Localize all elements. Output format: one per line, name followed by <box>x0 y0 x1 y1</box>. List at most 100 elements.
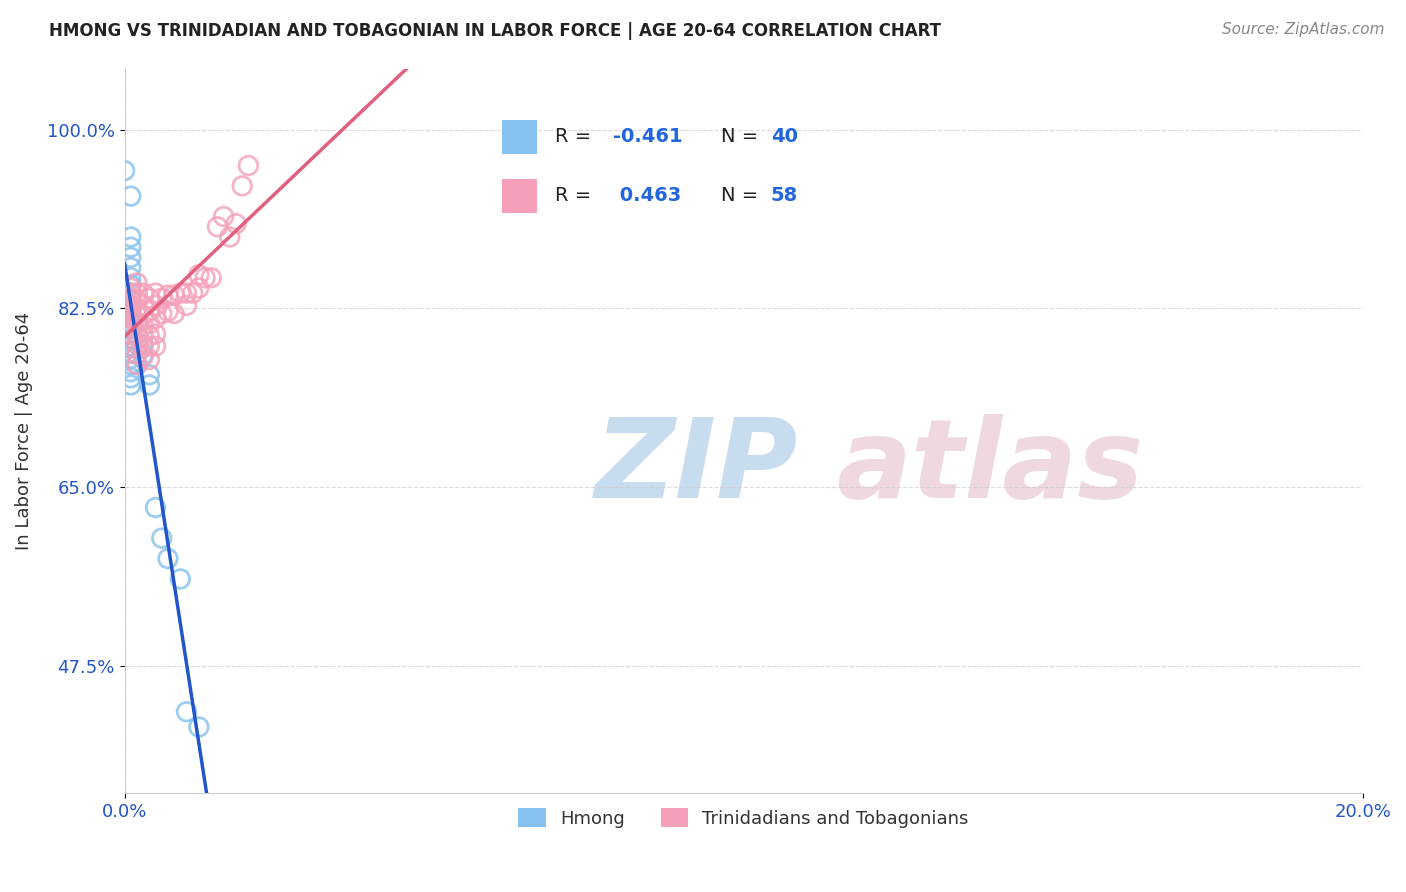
Point <box>120 317 142 331</box>
Point <box>132 339 155 353</box>
Point <box>132 298 155 312</box>
Point <box>120 326 142 341</box>
Point <box>120 301 142 315</box>
Point <box>120 240 142 254</box>
Point <box>150 531 173 545</box>
Point <box>176 705 198 719</box>
Point <box>120 378 142 392</box>
Point <box>169 572 191 586</box>
Point <box>187 720 209 734</box>
Point <box>120 286 142 301</box>
Point <box>120 260 142 275</box>
Point <box>120 318 142 333</box>
Point <box>120 306 142 320</box>
Point <box>120 311 142 326</box>
Point <box>120 189 142 203</box>
Point <box>145 339 167 353</box>
Point <box>114 306 136 320</box>
Point <box>200 270 222 285</box>
Point <box>138 291 160 305</box>
Point <box>120 332 142 346</box>
Text: ZIP: ZIP <box>595 414 799 521</box>
Point <box>132 347 155 361</box>
Point <box>212 210 235 224</box>
Point <box>125 317 148 331</box>
Point <box>138 352 160 367</box>
Point <box>132 286 155 301</box>
Y-axis label: In Labor Force | Age 20-64: In Labor Force | Age 20-64 <box>15 312 32 550</box>
Point <box>125 293 148 308</box>
Point <box>181 286 204 301</box>
Point <box>120 277 142 292</box>
Point <box>125 337 148 351</box>
Point <box>163 288 186 302</box>
Point <box>120 291 142 305</box>
Point <box>120 298 142 312</box>
Point <box>125 286 148 301</box>
Point <box>138 378 160 392</box>
Text: HMONG VS TRINIDADIAN AND TOBAGONIAN IN LABOR FORCE | AGE 20-64 CORRELATION CHART: HMONG VS TRINIDADIAN AND TOBAGONIAN IN L… <box>49 22 941 40</box>
Point <box>150 291 173 305</box>
Point <box>120 286 142 301</box>
Point <box>125 306 148 320</box>
Point <box>120 358 142 372</box>
Point <box>125 358 148 372</box>
Point <box>145 311 167 326</box>
Point <box>187 268 209 282</box>
Point <box>120 251 142 265</box>
Point <box>176 298 198 312</box>
Point <box>231 178 253 193</box>
Point <box>125 358 148 372</box>
Point <box>125 276 148 290</box>
Point <box>120 304 142 318</box>
Point <box>156 551 179 566</box>
Text: atlas: atlas <box>837 414 1144 521</box>
Point <box>225 217 247 231</box>
Point <box>132 350 155 364</box>
Point <box>125 309 148 323</box>
Point <box>138 304 160 318</box>
Point <box>120 365 142 379</box>
Text: Source: ZipAtlas.com: Source: ZipAtlas.com <box>1222 22 1385 37</box>
Legend: Hmong, Trinidadians and Tobagonians: Hmong, Trinidadians and Tobagonians <box>512 801 976 835</box>
Point <box>145 326 167 341</box>
Point <box>120 270 142 285</box>
Point <box>132 318 155 333</box>
Point <box>218 230 240 244</box>
Point <box>120 371 142 385</box>
Point <box>207 219 229 234</box>
Point <box>120 322 142 336</box>
Point <box>238 159 260 173</box>
Point <box>125 337 148 351</box>
Point <box>156 304 179 318</box>
Point <box>138 368 160 382</box>
Point <box>120 230 142 244</box>
Point <box>125 347 148 361</box>
Point <box>132 309 155 323</box>
Point <box>120 339 142 353</box>
Point <box>150 306 173 320</box>
Point <box>125 301 148 316</box>
Point <box>163 306 186 320</box>
Point <box>156 288 179 302</box>
Point <box>120 326 142 341</box>
Point <box>120 351 142 366</box>
Point <box>138 329 160 343</box>
Point <box>138 339 160 353</box>
Point <box>125 326 148 341</box>
Point <box>125 317 148 331</box>
Point <box>187 281 209 295</box>
Point <box>145 298 167 312</box>
Point <box>145 500 167 515</box>
Point <box>194 270 217 285</box>
Point <box>120 345 142 359</box>
Point <box>114 163 136 178</box>
Point <box>169 286 191 301</box>
Point <box>120 293 142 308</box>
Point <box>132 337 155 351</box>
Point <box>125 347 148 361</box>
Point <box>138 317 160 331</box>
Point <box>176 286 198 301</box>
Point <box>120 311 142 326</box>
Point <box>125 326 148 341</box>
